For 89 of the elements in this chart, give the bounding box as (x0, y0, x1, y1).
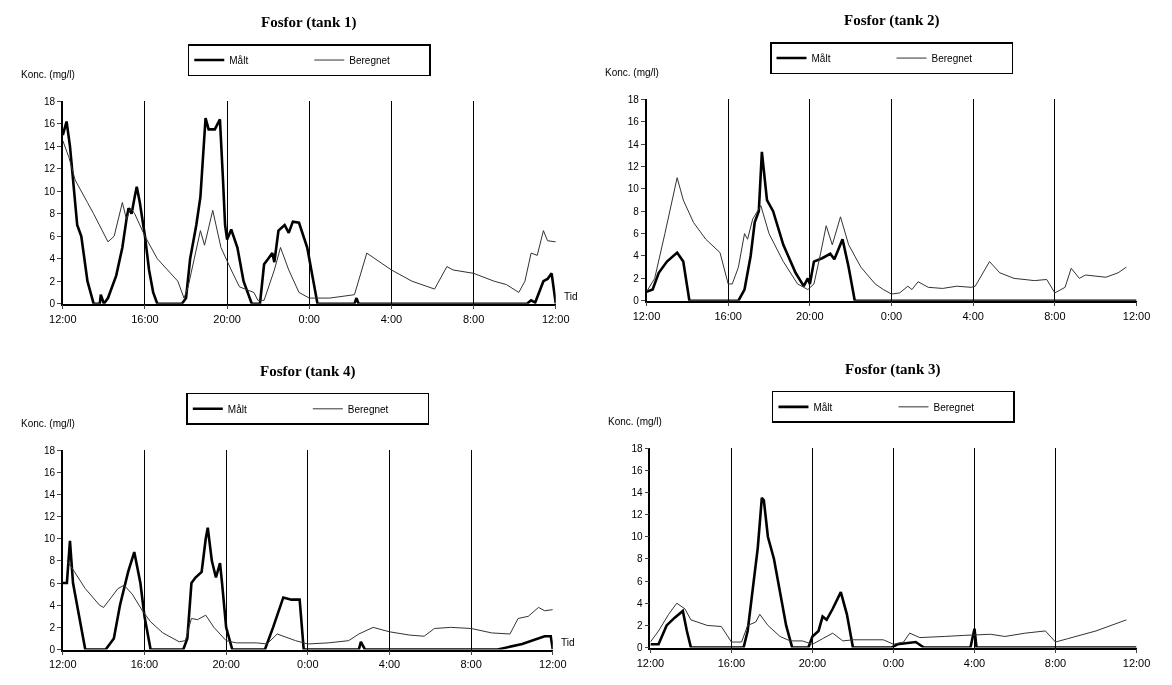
line-series (650, 602, 1127, 645)
chart-title: Fosfor (tank 3) (845, 361, 941, 378)
y-tick-label: 4 (49, 599, 56, 611)
x-tick-label: 12:00 (49, 312, 77, 325)
chart-title: Fosfor (tank 1) (261, 14, 357, 31)
line-series (66, 560, 553, 645)
y-tick-label: 18 (43, 444, 56, 456)
chart-title: Fosfor (tank 4) (260, 363, 356, 380)
legend-label: Målt (227, 403, 247, 415)
x-tick-label: 8:00 (462, 312, 485, 325)
y-axis-title: Konc. (mg/l) (608, 416, 662, 427)
x-tick-label: 0:00 (297, 658, 319, 671)
y-tick-label: 0 (633, 295, 640, 307)
legend-label: Målt (813, 401, 833, 413)
y-tick-label: 0 (637, 642, 644, 654)
x-tick-label: 20:00 (213, 312, 241, 325)
y-tick-label: 14 (627, 138, 640, 150)
y-axis-title: Konc. (mg/l) (21, 69, 75, 80)
y-tick-label: 16 (627, 116, 640, 128)
y-tick-label: 0 (49, 298, 56, 310)
y-tick-label: 12 (43, 163, 56, 175)
legend-label: Beregnet (933, 401, 975, 413)
y-tick-label: 14 (43, 488, 56, 500)
y-tick-label: 4 (637, 597, 644, 609)
x-tick-label: 16:00 (717, 656, 746, 669)
y-tick-label: 8 (49, 555, 56, 567)
x-tick-label: 12:00 (632, 309, 661, 322)
legend-label: Beregnet (347, 403, 389, 415)
y-tick-label: 16 (43, 466, 56, 478)
x-tick-label: 8:00 (1044, 309, 1066, 322)
y-tick-label: 6 (637, 575, 644, 587)
x-tick-label: 4:00 (963, 656, 986, 669)
y-tick-label: 10 (627, 183, 640, 195)
y-tick-label: 6 (49, 577, 56, 589)
y-tick-label: 12 (43, 511, 56, 523)
y-tick-label: 14 (43, 140, 56, 152)
y-tick-label: 0 (49, 644, 56, 656)
x-tick-label: 16:00 (130, 658, 159, 671)
y-tick-label: 2 (637, 619, 644, 631)
y-tick-label: 10 (43, 533, 56, 545)
y-tick-label: 2 (49, 275, 56, 287)
x-tick-label: 8:00 (460, 658, 482, 671)
x-tick-label: 12:00 (539, 658, 567, 671)
legend-label: Beregnet (931, 52, 973, 64)
y-tick-label: 4 (633, 250, 640, 262)
y-tick-label: 18 (43, 95, 56, 107)
y-tick-label: 6 (49, 230, 56, 242)
x-tick-label: 20:00 (212, 658, 240, 671)
y-tick-label: 2 (633, 272, 640, 284)
line-series (646, 177, 1127, 295)
y-tick-label: 10 (631, 531, 644, 543)
legend-label: Målt (229, 54, 249, 66)
y-tick-label: 2 (49, 621, 56, 633)
y-tick-label: 10 (43, 185, 56, 197)
x-tick-label: 0:00 (298, 312, 320, 325)
x-tick-label: 20:00 (798, 656, 827, 669)
chart-title: Fosfor (tank 2) (844, 12, 940, 29)
y-tick-label: 4 (49, 253, 56, 265)
x-tick-label: 0:00 (882, 656, 905, 669)
x-tick-label: 16:00 (131, 312, 159, 325)
x-tick-label: 4:00 (380, 312, 403, 325)
y-tick-label: 8 (637, 553, 644, 565)
x-tick-label: 12:00 (1122, 656, 1151, 669)
x-tick-label: 16:00 (714, 309, 742, 322)
y-axis-title: Konc. (mg/l) (605, 67, 659, 78)
y-tick-label: 8 (633, 205, 640, 217)
x-axis-title: Tid (561, 637, 575, 648)
x-tick-label: 12:00 (541, 312, 570, 325)
y-axis-title: Konc. (mg/l) (21, 418, 75, 429)
legend-label: Målt (811, 52, 831, 64)
y-tick-label: 16 (43, 118, 56, 130)
x-tick-label: 12:00 (636, 656, 665, 669)
y-tick-label: 6 (633, 228, 640, 240)
legend-label: Beregnet (349, 54, 391, 66)
y-tick-label: 12 (631, 509, 644, 521)
y-tick-label: 14 (631, 486, 644, 498)
x-tick-label: 20:00 (796, 309, 824, 322)
y-tick-label: 16 (631, 464, 644, 476)
y-tick-label: 8 (49, 208, 56, 220)
y-tick-label: 12 (627, 160, 640, 172)
x-tick-label: 12:00 (1122, 309, 1151, 322)
y-tick-label: 18 (631, 442, 644, 454)
x-tick-label: 8:00 (1044, 656, 1067, 669)
y-tick-label: 18 (627, 93, 640, 105)
x-axis-title: Tid (564, 291, 578, 302)
x-tick-label: 4:00 (378, 658, 401, 671)
x-tick-label: 12:00 (49, 658, 77, 671)
x-tick-label: 0:00 (880, 309, 903, 322)
x-tick-label: 4:00 (962, 309, 984, 322)
